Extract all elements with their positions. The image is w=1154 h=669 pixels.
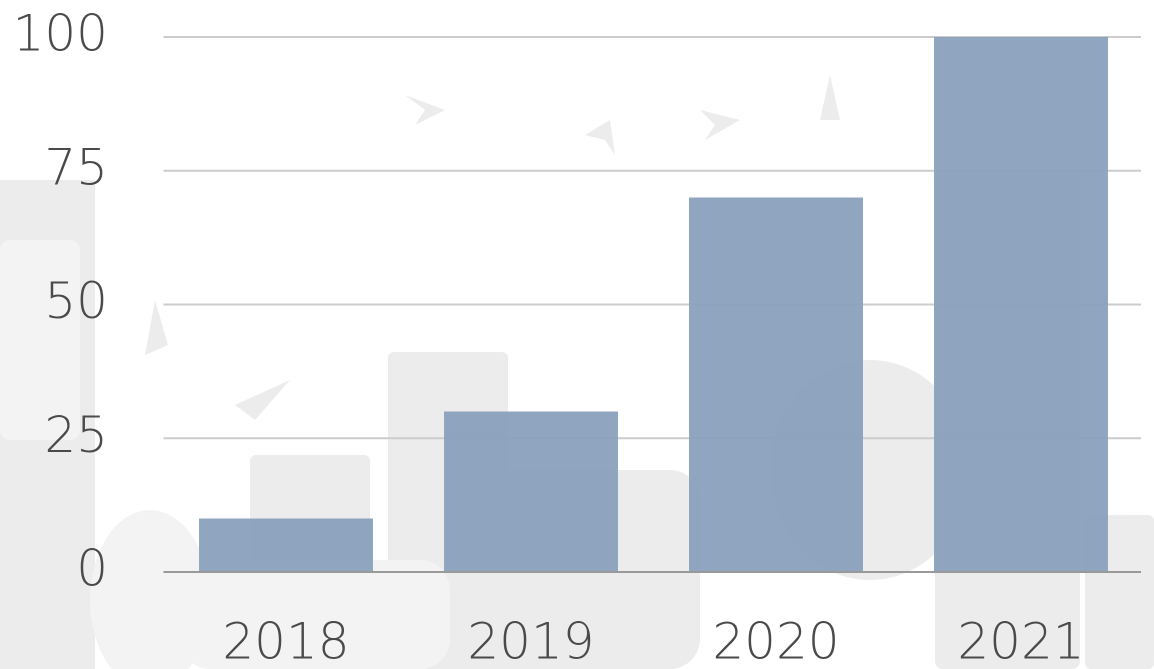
bar (444, 412, 618, 573)
x-tick-label: 2021 (957, 613, 1084, 669)
tree (90, 510, 210, 669)
bird (405, 95, 445, 125)
bar (689, 198, 863, 573)
y-tick-label: 25 (44, 406, 108, 464)
bird (585, 120, 615, 155)
bird (820, 75, 840, 120)
bird (235, 380, 290, 420)
x-tick-label: 2020 (712, 613, 839, 669)
x-tick-label: 2019 (467, 613, 594, 669)
x-tick-label: 2018 (222, 613, 349, 669)
bird (145, 300, 168, 355)
y-tick-label: 100 (13, 5, 108, 63)
y-tick-label: 50 (44, 272, 108, 330)
chart: 0 25 50 75 100 2018 2019 2020 2021 (0, 0, 1154, 669)
y-tick-label: 0 (76, 540, 108, 598)
bird (700, 110, 740, 140)
bar (199, 519, 373, 573)
y-tick-label: 75 (44, 138, 108, 196)
bar (934, 37, 1108, 572)
